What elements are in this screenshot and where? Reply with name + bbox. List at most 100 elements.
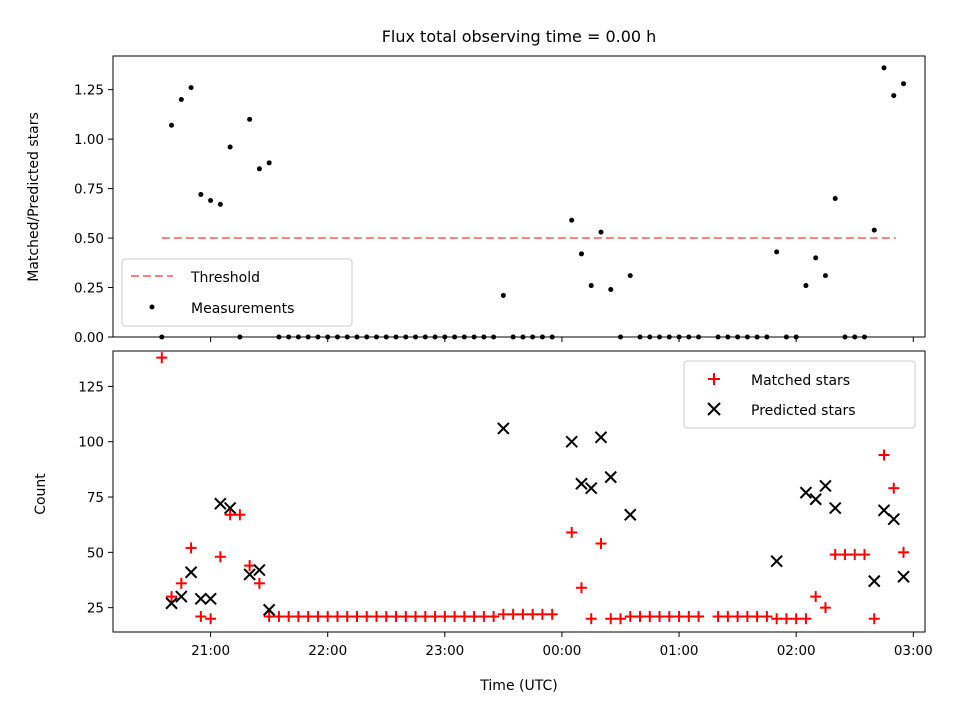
matched-stars-point: [654, 611, 666, 623]
measurement-point: [774, 249, 780, 255]
predicted-stars-point: [565, 435, 578, 448]
matched-stars-point: [224, 509, 236, 521]
matched-stars-point: [829, 549, 841, 561]
matched-stars-point: [575, 582, 587, 594]
bottom-axis-ticks: 25 50 75 100 125 21:00 22:00 23:00 00:00 01:00 02:…: [78, 379, 933, 659]
measurement-point: [159, 334, 165, 340]
top-panel: 0.00 0.25 0.50 0.75 1.00 1.25 Matched/Predict…: [26, 55, 926, 346]
matched-stars-point: [312, 611, 324, 623]
legend-measurements-marker: [149, 304, 155, 310]
predicted-stars-point: [175, 590, 188, 603]
bottom-y-tick-label: 75: [87, 490, 104, 506]
matched-stars-point: [615, 613, 626, 625]
predicted-stars-point: [184, 566, 198, 579]
measurement-point: [764, 334, 770, 340]
measurement-point: [354, 334, 360, 340]
measurement-point: [227, 144, 233, 150]
measurement-point: [676, 334, 682, 340]
bottom-y-tick-label: 100: [78, 435, 104, 451]
matched-stars-point: [214, 551, 226, 563]
measurement-point: [510, 334, 516, 340]
predicted-stars-point: [223, 501, 237, 515]
measurement-point: [539, 334, 545, 340]
predicted-stars-point: [214, 497, 227, 510]
measurement-point: [842, 334, 848, 340]
measurement-point: [549, 334, 555, 340]
matched-stars-point: [732, 611, 744, 623]
measurement-point: [735, 334, 741, 340]
measurement-point: [452, 334, 458, 340]
measurement-point: [569, 217, 575, 223]
matched-stars-point: [546, 608, 558, 620]
matched-stars-point: [536, 608, 548, 620]
matched-stars-point: [283, 611, 295, 623]
measurement-point: [461, 334, 467, 340]
matched-stars-point: [410, 611, 422, 623]
legend-threshold-label: Threshold: [190, 270, 260, 286]
matched-stars-point: [322, 611, 334, 623]
measurement-point: [334, 334, 340, 340]
measurement-point: [481, 334, 487, 340]
bottom-y-tick-label: 50: [87, 545, 104, 561]
matched-stars-point: [341, 611, 353, 623]
measurement-point: [744, 334, 750, 340]
measurement-point: [578, 251, 584, 257]
measurement-point: [696, 334, 702, 340]
measurement-point: [344, 334, 350, 340]
matched-stars-point: [507, 608, 519, 620]
predicted-stars-point: [897, 570, 910, 583]
measurement-point: [618, 334, 623, 340]
matched-stars-point: [419, 611, 431, 623]
predicted-stars-point: [868, 574, 881, 588]
matched-stars-point: [605, 613, 617, 625]
measurement-point: [861, 334, 867, 340]
measurement-point: [871, 227, 877, 233]
measurement-point: [852, 334, 858, 340]
matched-stars-point: [898, 546, 910, 558]
measurement-point: [315, 334, 321, 340]
predicted-stars-point: [604, 470, 617, 484]
matched-stars-point: [458, 611, 470, 623]
matched-stars-point: [527, 608, 539, 620]
matched-stars-point: [497, 608, 509, 620]
matched-stars-point: [849, 549, 861, 561]
matched-stars-point: [331, 611, 343, 623]
measurement-point: [725, 334, 731, 340]
measurement-point: [803, 283, 809, 289]
measurement-point: [715, 334, 721, 340]
measurement-point: [266, 160, 272, 166]
matched-stars-point: [195, 611, 207, 623]
matched-stars-point: [585, 613, 597, 625]
top-y-tick-label: 1.25: [74, 83, 104, 99]
matched-stars-point: [800, 613, 812, 625]
matched-stars-point: [673, 611, 685, 623]
measurement-point: [198, 192, 204, 198]
top-legend: Threshold Measurements: [121, 258, 353, 327]
measurement-point: [686, 334, 692, 340]
matched-stars-point: [439, 611, 451, 623]
matched-stars-point: [351, 611, 363, 623]
predicted-stars-point: [809, 493, 822, 506]
predicted-stars-point: [253, 563, 266, 577]
matched-stars-point: [205, 613, 217, 625]
measurement-point: [286, 334, 292, 340]
matched-stars-point: [468, 611, 480, 623]
matched-stars-point: [429, 611, 441, 623]
matched-stars-point: [263, 611, 275, 623]
top-y-tick-label: 0.25: [74, 281, 104, 297]
measurement-point: [364, 334, 370, 340]
predicted-stars-point: [887, 512, 900, 526]
matched-stars-point: [819, 602, 831, 614]
measurement-point: [403, 334, 409, 340]
predicted-stars-point: [829, 501, 842, 515]
matched-stars-point: [761, 611, 773, 623]
matched-stars-point: [302, 611, 314, 623]
x-tick-label: 03:00: [894, 643, 933, 659]
measurement-point: [647, 334, 653, 340]
matched-stars-point: [868, 613, 880, 625]
matched-stars-point: [722, 611, 734, 623]
matched-stars-point: [449, 611, 461, 623]
x-tick-label: 01:00: [660, 643, 699, 659]
predicted-stars-point: [770, 554, 783, 568]
